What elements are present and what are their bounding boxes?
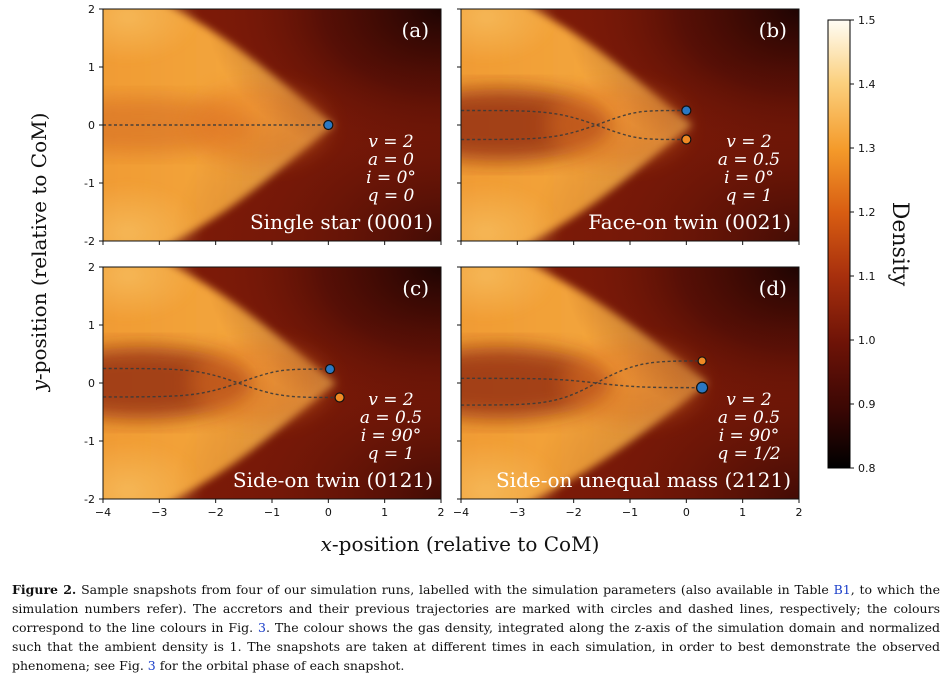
y-tick-label: 2 bbox=[88, 261, 95, 274]
colorbar-gradient bbox=[827, 19, 851, 469]
param-v: v = 2 bbox=[368, 390, 413, 410]
density-map bbox=[461, 9, 799, 241]
x-tick-label: 0 bbox=[325, 506, 332, 519]
x-tick-label: 2 bbox=[438, 506, 445, 519]
accretor-marker bbox=[696, 381, 709, 394]
x-tick-label: −3 bbox=[509, 506, 525, 519]
x-tick-label: −2 bbox=[566, 506, 582, 519]
accretor-marker bbox=[323, 119, 334, 131]
colorbar-tick-label: 1.2 bbox=[858, 206, 876, 219]
trajectory bbox=[103, 367, 340, 399]
panel-title: Side-on unequal mass (2121) bbox=[496, 468, 791, 492]
colorbar-label: Density bbox=[887, 202, 912, 287]
accretor-marker bbox=[324, 363, 336, 375]
y-axis-label: y-position (relative to CoM) bbox=[27, 113, 51, 393]
panel-d: −4 −3 −2 −1 0 1 2 (d) Side-on unequal mass (2121… bbox=[453, 266, 803, 519]
fig-3-link-2[interactable]: 3 bbox=[147, 658, 156, 673]
colorbar-tick-label: 0.9 bbox=[858, 398, 876, 411]
caption-label: Figure 2. bbox=[12, 582, 77, 597]
y-tick-label: -2 bbox=[84, 235, 95, 248]
param-i: i = 0° bbox=[366, 168, 416, 188]
param-a: a = 0.5 bbox=[718, 408, 780, 428]
panel-c: −4 −3 −2 −1 0 1 2 -2 -1 0 1 2 (c) Side-on twin (0121)… bbox=[84, 261, 445, 519]
trajectory bbox=[461, 109, 687, 141]
param-i: i = 90° bbox=[719, 426, 780, 446]
y-tick-label: 1 bbox=[88, 61, 95, 74]
accretor-marker bbox=[681, 105, 692, 116]
accretor-marker bbox=[334, 392, 345, 403]
panel-b: (b) Face-on twin (0021) v = 2a = 0.5i = 0°… bbox=[457, 8, 800, 245]
param-q: q = 0 bbox=[368, 186, 415, 206]
density-map bbox=[103, 9, 441, 241]
panel-tag: (b) bbox=[759, 18, 787, 42]
x-tick-label: 2 bbox=[796, 506, 803, 519]
trajectory bbox=[461, 360, 703, 406]
param-i: i = 90° bbox=[361, 426, 422, 446]
figure-caption: Figure 2. Sample snapshots from four of … bbox=[12, 580, 940, 675]
param-q: q = 1/2 bbox=[717, 444, 780, 464]
y-tick-label: 1 bbox=[88, 319, 95, 332]
panel-title: Face-on twin (0021) bbox=[588, 210, 791, 234]
param-i: i = 0° bbox=[724, 168, 774, 188]
fig-3-link[interactable]: 3 bbox=[257, 620, 266, 635]
x-tick-label: −1 bbox=[264, 506, 280, 519]
y-tick-label: -1 bbox=[84, 177, 95, 190]
accretor-marker bbox=[697, 356, 707, 366]
panel-tag: (d) bbox=[759, 276, 787, 300]
param-q: q = 1 bbox=[726, 186, 773, 206]
y-tick-label: 2 bbox=[88, 3, 95, 16]
colorbar-ticks: 1.5 1.4 1.3 1.2 1.1 1.0 0.9 0.8 bbox=[850, 14, 876, 475]
colorbar: 1.5 1.4 1.3 1.2 1.1 1.0 0.9 0.8 Density bbox=[827, 14, 912, 475]
colorbar-tick-label: 1.5 bbox=[858, 14, 876, 27]
param-a: a = 0.5 bbox=[718, 150, 780, 170]
param-v: v = 2 bbox=[726, 390, 771, 410]
trajectory bbox=[103, 368, 331, 398]
colorbar-tick-label: 1.0 bbox=[858, 334, 876, 347]
x-tick-label: −1 bbox=[622, 506, 638, 519]
panel-tag: (a) bbox=[401, 18, 429, 42]
panel-tag: (c) bbox=[402, 276, 429, 300]
colorbar-tick-label: 0.8 bbox=[858, 462, 876, 475]
caption-text-4: for the orbital phase of each snapshot. bbox=[155, 658, 405, 673]
param-q: q = 1 bbox=[368, 444, 415, 464]
y-tick-label: 0 bbox=[88, 377, 95, 390]
x-tick-label: 1 bbox=[739, 506, 746, 519]
y-tick-label: -1 bbox=[84, 435, 95, 448]
colorbar-tick-label: 1.3 bbox=[858, 142, 876, 155]
x-tick-label: −3 bbox=[151, 506, 167, 519]
x-tick-label: −4 bbox=[95, 506, 111, 519]
param-v: v = 2 bbox=[368, 132, 413, 152]
panel-title: Single star (0001) bbox=[250, 210, 433, 234]
x-tick-label: −4 bbox=[453, 506, 469, 519]
x-axis-label: x-position (relative to CoM) bbox=[321, 532, 600, 556]
x-tick-label: −2 bbox=[208, 506, 224, 519]
param-v: v = 2 bbox=[726, 132, 771, 152]
accretor-marker bbox=[681, 134, 692, 145]
panel-a: -2 -1 0 1 2 (a) Single star (0001) v = 2a = 0i … bbox=[84, 3, 442, 248]
caption-text-2: , to which the simulation numbers refer)… bbox=[12, 582, 940, 635]
param-a: a = 0 bbox=[368, 150, 414, 170]
y-tick-label: -2 bbox=[84, 493, 95, 506]
panel-title: Side-on twin (0121) bbox=[233, 468, 433, 492]
density-map bbox=[103, 267, 441, 499]
x-tick-label: 1 bbox=[381, 506, 388, 519]
trajectory bbox=[461, 377, 703, 389]
y-tick-label: 0 bbox=[88, 119, 95, 132]
density-map bbox=[461, 267, 799, 499]
colorbar-tick-label: 1.4 bbox=[858, 78, 876, 91]
caption-text-1: Sample snapshots from four of our simula… bbox=[76, 582, 834, 597]
colorbar-tick-label: 1.1 bbox=[858, 270, 876, 283]
trajectory bbox=[461, 109, 687, 141]
x-tick-label: 0 bbox=[683, 506, 690, 519]
param-a: a = 0.5 bbox=[360, 408, 422, 428]
table-b1-link[interactable]: B1 bbox=[833, 582, 851, 597]
